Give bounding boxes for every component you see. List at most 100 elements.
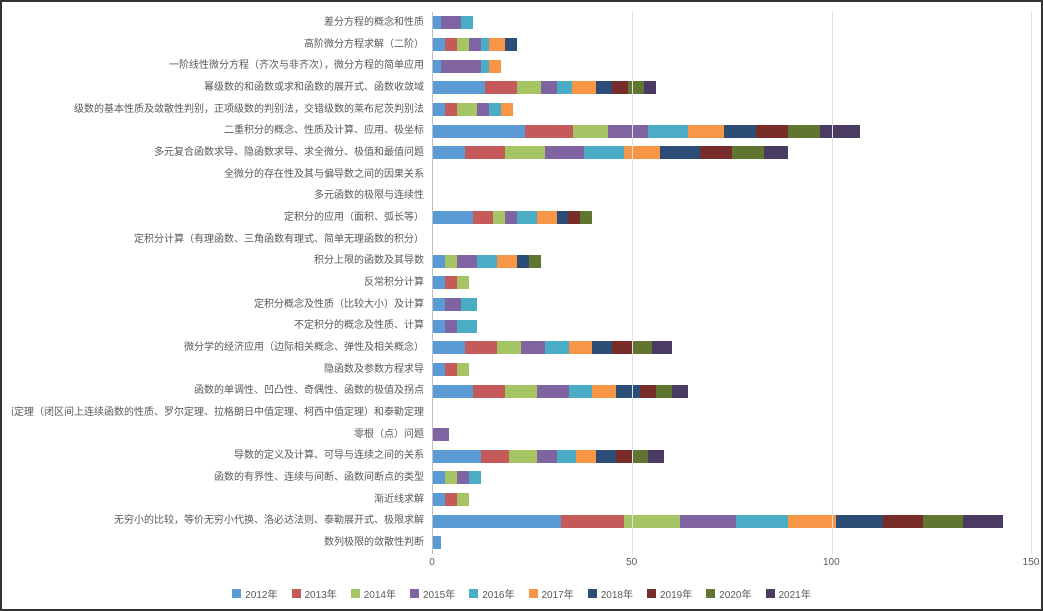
category-label: 多元函数的极限与连续性	[12, 186, 424, 206]
x-tick-label: 0	[429, 557, 435, 568]
bar-segment	[517, 81, 541, 94]
bar-segment	[572, 81, 596, 94]
bar-row	[433, 56, 1031, 76]
bar-segment	[497, 255, 517, 268]
category-label: 全微分的存在性及其与偏导数之间的因果关系	[12, 165, 424, 185]
bar-segment	[616, 385, 640, 398]
legend-item: 2021年	[766, 586, 811, 601]
bar-row	[433, 13, 1031, 33]
bar-segment	[569, 341, 593, 354]
category-label: 微分学的经济应用（边际相关概念、弹性及相关概念）	[12, 338, 424, 358]
stacked-bar	[433, 428, 449, 441]
bar-segment	[505, 38, 517, 51]
bar-row	[433, 511, 1031, 531]
legend-label: 2013年	[305, 586, 337, 601]
legend-label: 2012年	[245, 586, 277, 601]
bar-segment	[736, 515, 788, 528]
category-label: 隐函数及参数方程求导	[12, 360, 424, 380]
bar-segment	[445, 320, 457, 333]
stacked-bar	[433, 60, 501, 73]
bar-segment	[457, 320, 477, 333]
bar-segment	[441, 16, 461, 29]
legend-label: 2018年	[601, 586, 633, 601]
bar-segment	[485, 81, 517, 94]
legend-label: 2020年	[719, 586, 751, 601]
stacked-bar	[433, 211, 592, 224]
bar-segment	[632, 341, 652, 354]
category-label: 函数的有界性、连续与间断、函数间断点的类型	[12, 468, 424, 488]
category-label: 数列极限的敛散性判断	[12, 533, 424, 553]
bar-segment	[672, 385, 688, 398]
stacked-bar	[433, 276, 469, 289]
bar-segment	[612, 81, 628, 94]
bar-segment	[963, 515, 1003, 528]
gridline	[1031, 12, 1032, 554]
bar-segment	[592, 385, 616, 398]
category-label: 高阶微分方程求解（二阶）	[12, 35, 424, 55]
legend-item: 2016年	[469, 586, 514, 601]
bar-segment	[441, 60, 481, 73]
bar-segment	[481, 38, 489, 51]
bar-segment	[489, 38, 505, 51]
y-axis-labels: 差分方程的概念和性质高阶微分方程求解（二阶）一阶线性微分方程（齐次与非齐次），微…	[12, 12, 432, 554]
bar-segment	[489, 60, 501, 73]
category-label: 函数的单调性、凹凸性、奇偶性、函数的极值及拐点	[12, 381, 424, 401]
category-label: 微分中值定理（闭区间上连续函数的性质、罗尔定理、拉格朗日中值定理、柯西中值定理）…	[12, 403, 424, 423]
category-label: 反常积分计算	[12, 273, 424, 293]
legend-item: 2014年	[351, 586, 396, 601]
bar-segment	[592, 341, 612, 354]
bar-segment	[497, 341, 521, 354]
bar-segment	[596, 81, 612, 94]
gridline	[832, 12, 833, 554]
bar-segment	[923, 515, 963, 528]
bar-segment	[656, 385, 672, 398]
bar-segment	[433, 81, 485, 94]
bar-rows	[433, 12, 1031, 554]
bar-segment	[820, 125, 860, 138]
category-label: 无穷小的比较，等价无穷小代换、洛必达法则、泰勒展开式、极限求解	[12, 511, 424, 531]
bar-segment	[505, 146, 545, 159]
bar-segment	[433, 320, 445, 333]
bar-row	[433, 35, 1031, 55]
bar-row	[433, 446, 1031, 466]
category-label: 差分方程的概念和性质	[12, 13, 424, 33]
stacked-bar	[433, 255, 541, 268]
bar-segment	[529, 255, 541, 268]
bar-row	[433, 533, 1031, 553]
legend-item: 2015年	[410, 586, 455, 601]
legend-swatch	[588, 589, 597, 598]
legend-swatch	[410, 589, 419, 598]
bar-segment	[648, 125, 688, 138]
bar-segment	[457, 493, 469, 506]
legend-swatch	[469, 589, 478, 598]
bar-segment	[584, 146, 624, 159]
x-tick-label: 50	[626, 557, 637, 568]
bar-segment	[433, 471, 445, 484]
category-label: 渐近线求解	[12, 490, 424, 510]
bar-segment	[461, 16, 473, 29]
legend-item: 2013年	[292, 586, 337, 601]
bar-segment	[461, 298, 477, 311]
bar-segment	[433, 450, 481, 463]
bar-segment	[616, 450, 632, 463]
bar-segment	[433, 60, 441, 73]
bar-segment	[445, 363, 457, 376]
bar-segment	[624, 146, 660, 159]
stacked-bar	[433, 341, 672, 354]
category-label: 幂级数的和函数或求和函数的展开式、函数收敛域	[12, 78, 424, 98]
legend-swatch	[292, 589, 301, 598]
bar-segment	[660, 146, 700, 159]
bar-segment	[469, 38, 481, 51]
category-label: 零根（点）问题	[12, 425, 424, 445]
bar-segment	[580, 211, 592, 224]
bar-segment	[764, 146, 788, 159]
bar-segment	[457, 471, 469, 484]
legend-swatch	[232, 589, 241, 598]
bar-segment	[545, 341, 569, 354]
legend-swatch	[706, 589, 715, 598]
stacked-bar	[433, 81, 656, 94]
bar-segment	[445, 255, 457, 268]
legend-item: 2012年	[232, 586, 277, 601]
legend-label: 2016年	[482, 586, 514, 601]
bar-segment	[433, 255, 445, 268]
